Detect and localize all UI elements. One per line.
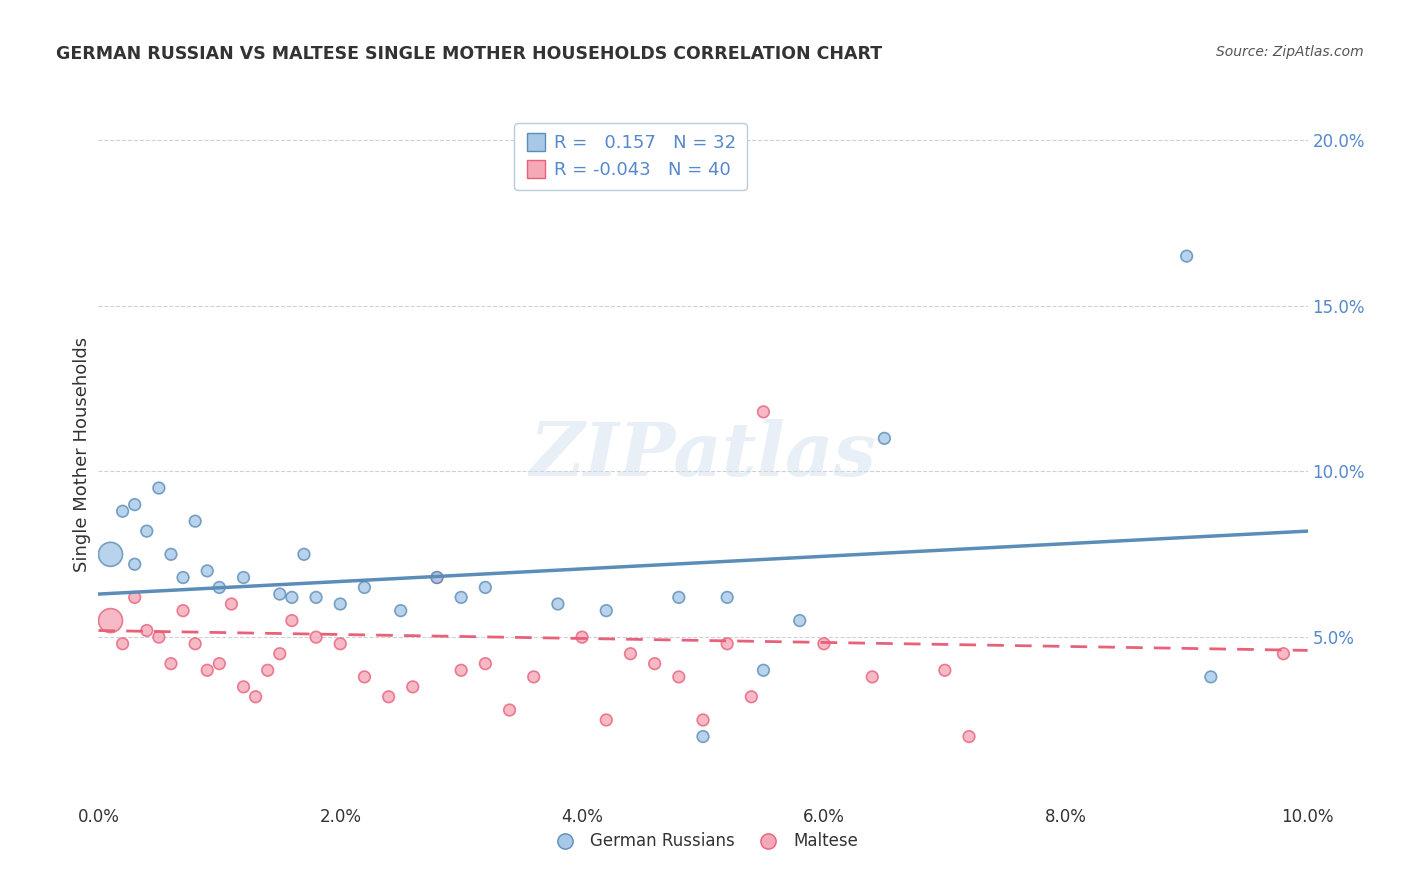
Point [111, 504, 134, 518]
Point [305, 591, 328, 605]
Point [305, 630, 328, 644]
Point [353, 670, 375, 684]
Point [160, 657, 183, 671]
Point [1199, 670, 1222, 684]
Point [135, 524, 157, 538]
Point [789, 614, 811, 628]
Point [668, 670, 690, 684]
Point [595, 604, 617, 618]
Point [873, 431, 896, 445]
Point [100, 547, 122, 561]
Point [184, 514, 207, 528]
Point [281, 614, 304, 628]
Point [135, 624, 157, 638]
Point [1272, 647, 1295, 661]
Point [668, 591, 690, 605]
Point [1175, 249, 1198, 263]
Point [111, 637, 134, 651]
Legend: German Russians, Maltese: German Russians, Maltese [541, 826, 865, 857]
Point [269, 647, 291, 661]
Point [595, 713, 617, 727]
Point [232, 680, 254, 694]
Point [716, 591, 738, 605]
Text: Source: ZipAtlas.com: Source: ZipAtlas.com [1216, 45, 1364, 59]
Y-axis label: Single Mother Households: Single Mother Households [73, 337, 91, 573]
Point [353, 581, 375, 595]
Point [377, 690, 399, 704]
Point [860, 670, 883, 684]
Point [124, 558, 146, 572]
Point [256, 663, 278, 677]
Point [124, 591, 146, 605]
Point [232, 570, 254, 584]
Point [195, 564, 218, 578]
Point [752, 405, 775, 419]
Text: ZIPatlas: ZIPatlas [530, 418, 876, 491]
Point [523, 670, 546, 684]
Point [450, 663, 472, 677]
Point [208, 657, 231, 671]
Point [245, 690, 267, 704]
Point [292, 547, 315, 561]
Point [148, 481, 170, 495]
Point [957, 730, 980, 744]
Point [547, 597, 569, 611]
Point [934, 663, 956, 677]
Point [160, 547, 183, 561]
Point [329, 597, 352, 611]
Point [474, 581, 496, 595]
Point [426, 570, 449, 584]
Point [716, 637, 738, 651]
Point [208, 581, 231, 595]
Point [498, 703, 520, 717]
Point [644, 657, 666, 671]
Point [402, 680, 425, 694]
Text: GERMAN RUSSIAN VS MALTESE SINGLE MOTHER HOUSEHOLDS CORRELATION CHART: GERMAN RUSSIAN VS MALTESE SINGLE MOTHER … [56, 45, 883, 62]
Point [619, 647, 641, 661]
Point [269, 587, 291, 601]
Point [692, 730, 714, 744]
Point [813, 637, 835, 651]
Point [752, 663, 775, 677]
Point [281, 591, 304, 605]
Point [195, 663, 218, 677]
Point [474, 657, 496, 671]
Point [450, 591, 472, 605]
Point [740, 690, 762, 704]
Point [426, 570, 449, 584]
Point [148, 630, 170, 644]
Point [100, 614, 122, 628]
Point [221, 597, 243, 611]
Point [692, 713, 714, 727]
Point [389, 604, 412, 618]
Point [172, 570, 194, 584]
Point [571, 630, 593, 644]
Point [184, 637, 207, 651]
Point [124, 498, 146, 512]
Point [329, 637, 352, 651]
Point [172, 604, 194, 618]
